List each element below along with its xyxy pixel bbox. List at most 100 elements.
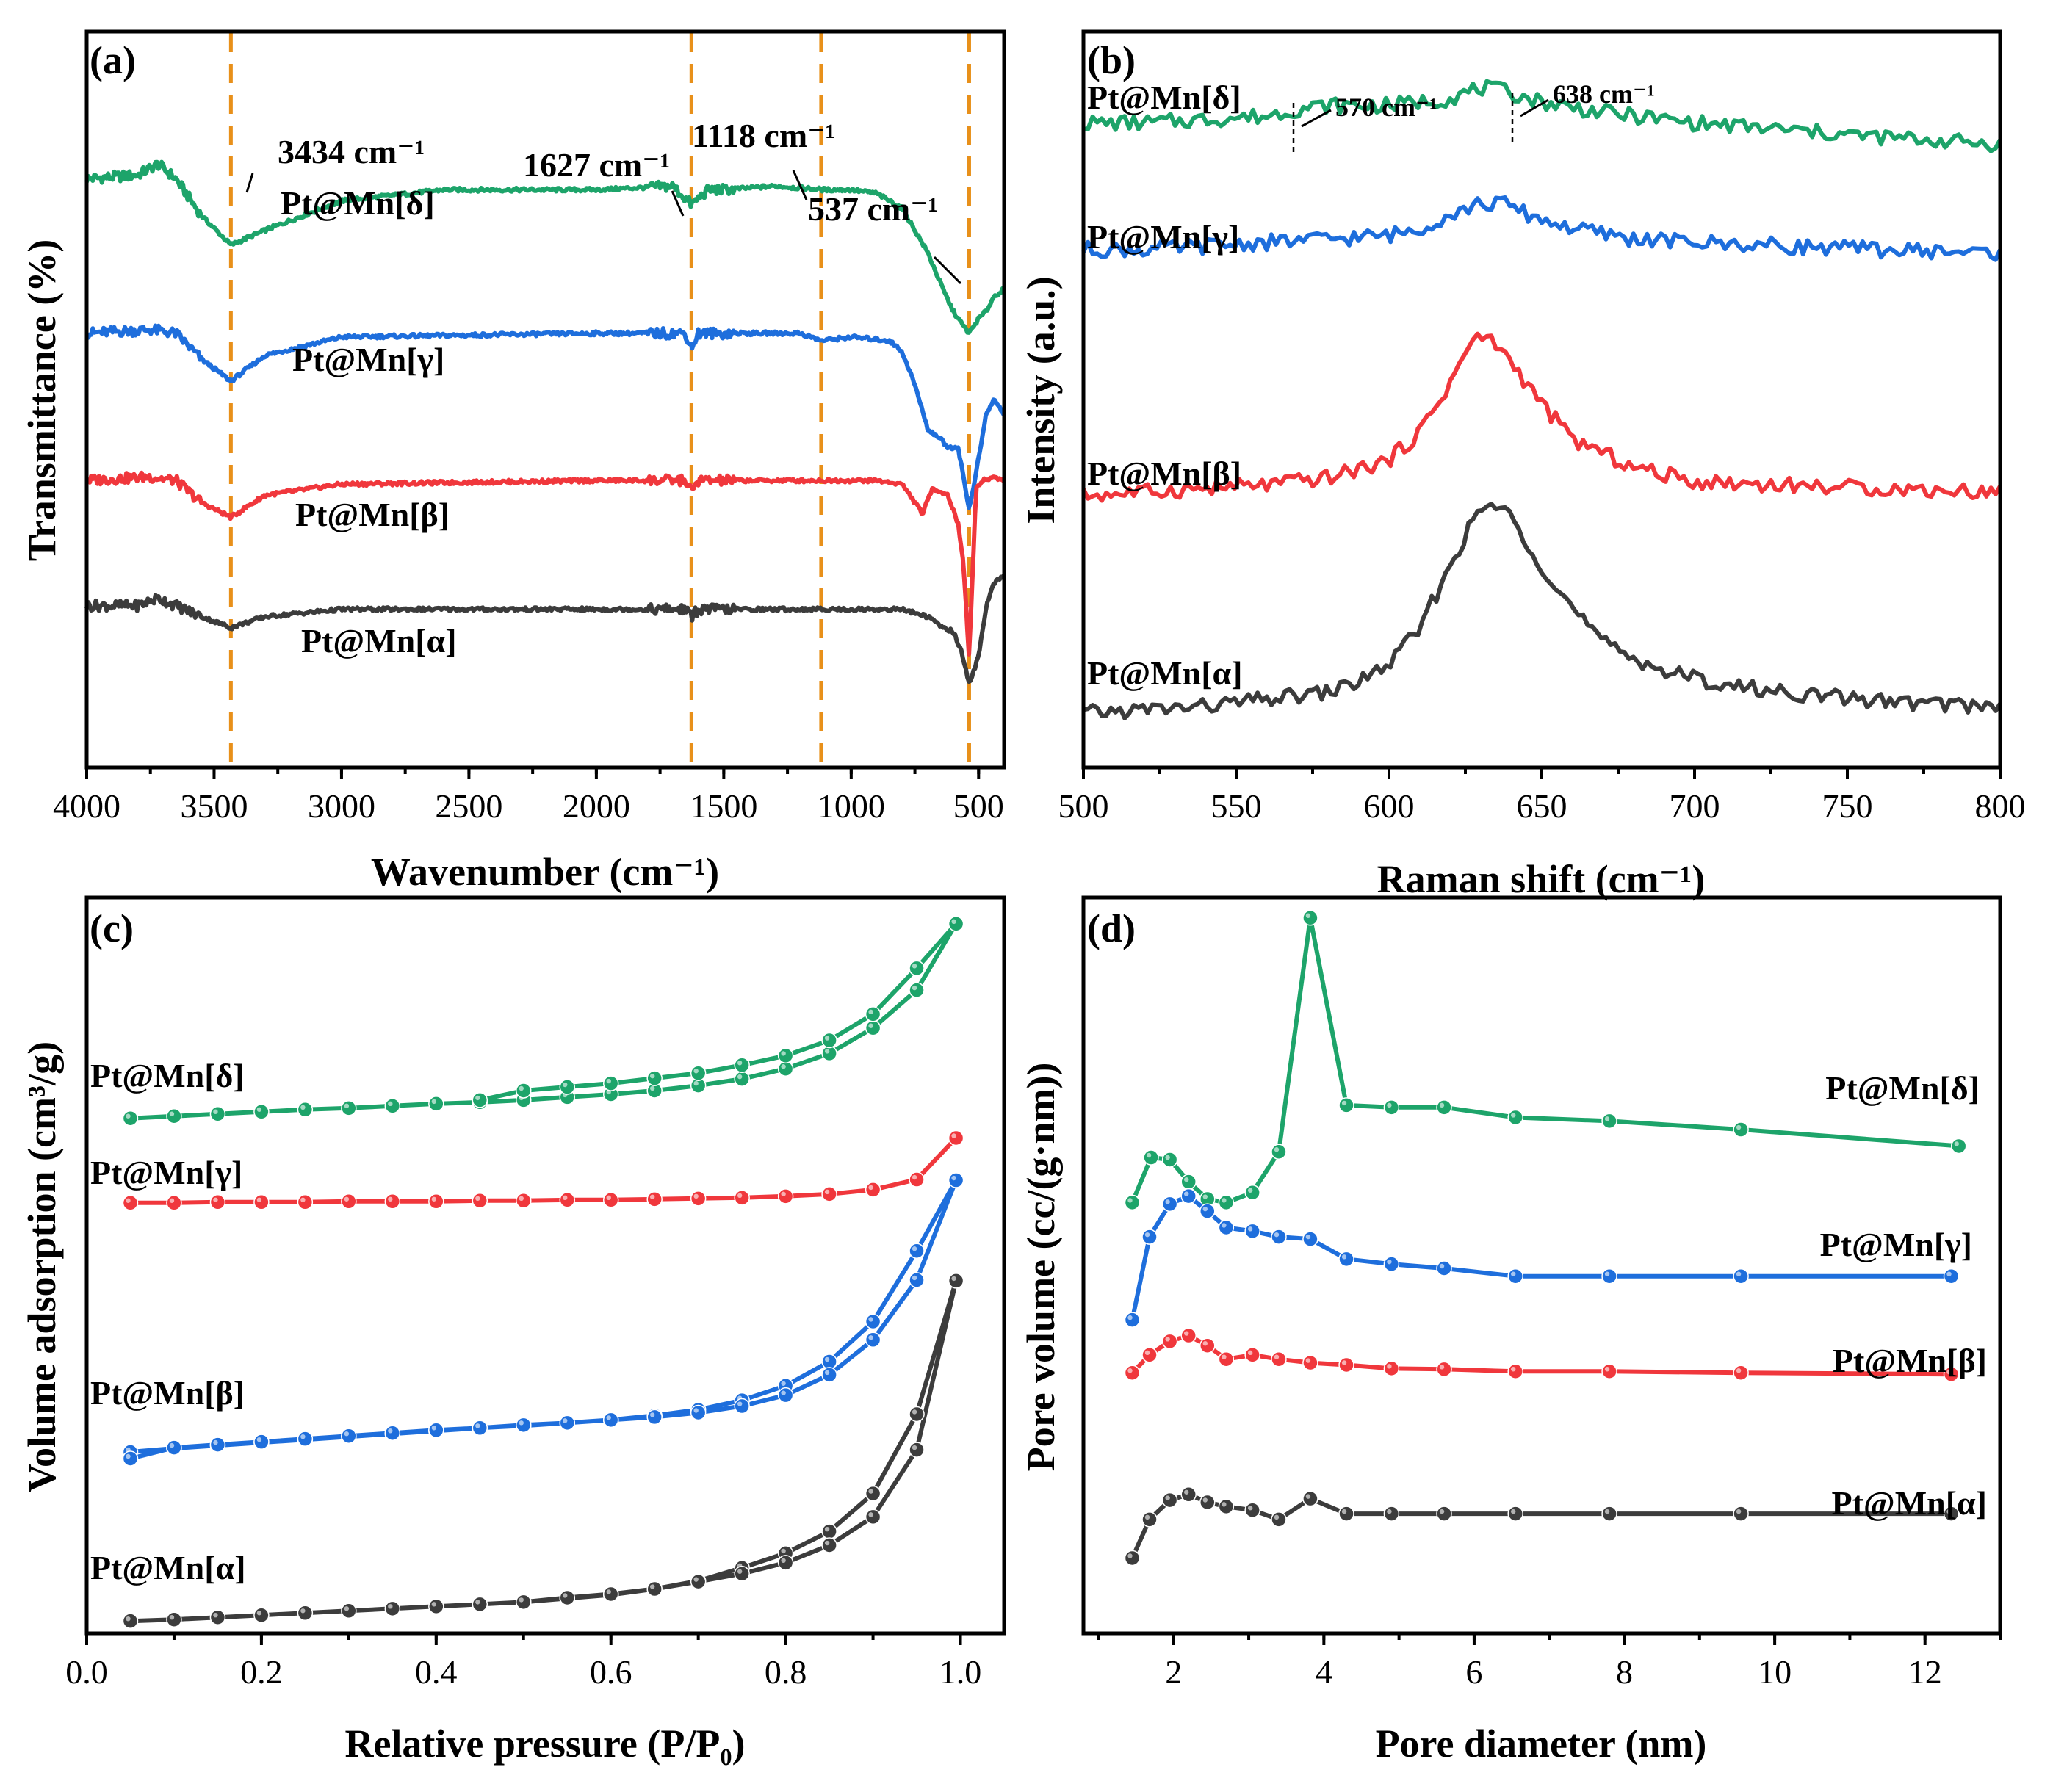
panel-c-point-highlight [649,1584,655,1589]
panel-c-point-delta [821,1045,837,1062]
panel-c-point-highlight [213,1613,218,1618]
panel-a-x-tick-label: 2000 [563,787,630,825]
panel-c-point-highlight [868,1512,873,1517]
panel-d-x-tick-label: 10 [1758,1653,1792,1691]
panel-c-point-beta [909,1243,925,1259]
panel-c-point-highlight [475,1095,480,1101]
panel-d-point-gamma [1218,1219,1235,1236]
panel-d-point-beta [1436,1361,1452,1378]
panel-c-point-highlight [781,1390,786,1395]
panel-c-point-alpha [821,1523,837,1539]
panel-a-ylabel: Transmittance (%) [20,239,64,561]
panel-c-point-highlight [868,1185,873,1191]
panel-c-point-highlight [606,1589,611,1594]
panel-d-point-highlight [1510,1509,1516,1514]
panel-c-point-highlight [519,1085,524,1091]
panel-d-point-delta [1950,1138,1967,1155]
panel-c-point-beta [777,1387,794,1403]
panel-c-point-highlight [781,1558,786,1564]
panel-c-point-highlight [649,1085,655,1091]
panel-d-series-label-beta: Pt@Mn[β] [1833,1342,1987,1379]
panel-a-arrow-1627 [671,190,685,217]
panel-c-point-alpha [646,1580,663,1597]
panel-d-point-alpha [1507,1506,1523,1522]
panel-d-point-highlight [1184,1177,1189,1182]
panel-c-point-gamma [384,1193,401,1210]
panel-d-point-beta [1507,1363,1523,1380]
panel-c-point-gamma [472,1193,488,1209]
panel-c-point-highlight [951,1175,956,1181]
panel-d-point-delta [1161,1152,1178,1168]
panel-d-point-delta [1271,1144,1287,1160]
panel-c-point-beta [821,1354,837,1370]
panel-d: 2 4 6 8 10 12 (d) Pore diameter (nm) Pore vol… [1019,895,2002,1766]
panel-c-point-highlight [737,1401,743,1406]
panel-b-annotation-570: 570 cm⁻¹ [1335,93,1437,122]
panel-a-x-tick-label: 3500 [180,787,248,825]
panel-d-point-alpha [1436,1506,1452,1522]
panel-b-xlabel: Raman shift (cm⁻¹) [1377,857,1706,901]
panel-d-point-highlight [1202,1194,1208,1199]
panel-d-point-alpha [1338,1506,1354,1522]
panel-c-point-highlight [649,1194,655,1200]
panel-c-point-beta [559,1415,575,1431]
panel-c-point-highlight [300,1197,306,1202]
panel-d-point-highlight [1202,1206,1208,1212]
panel-c-point-delta [122,1110,139,1127]
panel-c-point-alpha [253,1607,270,1623]
panel-d-point-gamma [1436,1260,1452,1276]
panel-d-point-delta [1338,1097,1354,1113]
panel-d-point-delta [1436,1099,1452,1116]
panel-c-point-beta [297,1431,314,1447]
panel-c-point-highlight [256,1107,262,1112]
panel-c-ylabel: Volume adsorption (cm³/g) [20,1041,64,1492]
panel-a-x-tick-label: 2500 [435,787,502,825]
panel-c-point-highlight [912,1246,917,1251]
panel-d-point-alpha [1124,1550,1141,1567]
panel-d-point-alpha [1601,1506,1617,1522]
panel-c-point-highlight [693,1577,699,1582]
panel-c-point-highlight [951,1276,956,1282]
panel-c-point-highlight [693,1069,699,1074]
panel-a-annotation-1627: 1627 cm⁻¹ [523,146,670,184]
panel-d-point-highlight [1946,1271,1952,1276]
panel-d-series-label-delta: Pt@Mn[δ] [1825,1069,1980,1107]
panel-c-point-highlight [213,1439,218,1445]
panel-d-point-highlight [1439,1263,1445,1269]
panel-d-point-highlight [1222,1198,1227,1203]
panel-c-point-highlight [951,1133,956,1138]
panel-c-series-label-delta: Pt@Mn[δ] [90,1057,245,1094]
panel-d-point-gamma [1124,1312,1141,1328]
panel-d-point-alpha [1199,1494,1216,1511]
panel-d-point-highlight [1341,1509,1347,1514]
panel-c-point-highlight [213,1197,218,1202]
panel-d-point-highlight [1165,1495,1170,1500]
panel-c-point-gamma [646,1191,663,1207]
panel-a-annotation-3434: 3434 cm⁻¹ [278,133,425,170]
panel-c-point-highlight [431,1196,437,1202]
panel-c-point-highlight [951,919,956,925]
panel-c-point-gamma [166,1195,182,1211]
panel-d-point-highlight [1184,1191,1189,1196]
panel-c-point-highlight [344,1103,350,1109]
panel-d-point-gamma [1383,1256,1400,1272]
panel-c-point-gamma [559,1192,575,1208]
panel-b-x-tick-label: 650 [1517,787,1567,825]
panel-c-point-gamma [516,1193,532,1209]
panel-c-label: (c) [90,906,134,950]
panel-a-arrow-3434 [245,173,254,193]
panel-c-point-beta [384,1425,401,1441]
panel-c-point-highlight [169,1615,175,1620]
panel-c-point-beta [516,1417,532,1434]
panel-d-point-highlight [1274,1354,1280,1359]
panel-c-point-highlight [126,1198,131,1203]
panel-d-point-delta [1601,1113,1617,1130]
panel-d-point-highlight [1954,1141,1959,1146]
panel-d-point-highlight [1510,1113,1516,1118]
panel-c-point-alpha [209,1609,226,1625]
panel-c-point-highlight [781,1051,786,1056]
panel-d-point-beta [1383,1360,1400,1377]
panel-c-point-highlight [519,1420,524,1426]
panel-d-ylabel: Pore volume (cc/(g·nm)) [1019,1063,1063,1472]
panel-d-point-delta [1218,1194,1235,1211]
